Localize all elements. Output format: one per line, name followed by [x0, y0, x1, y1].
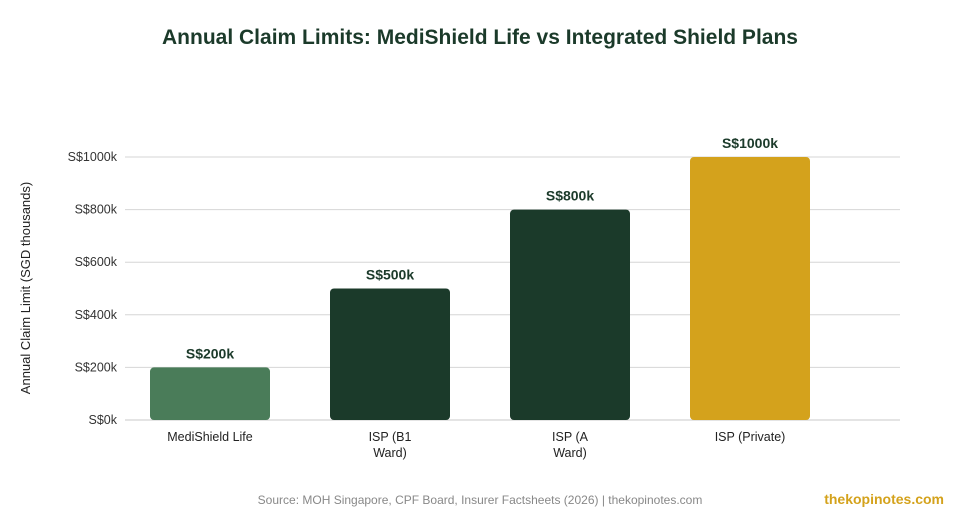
- y-tick-label: S$600k: [75, 255, 118, 269]
- chart-title: Annual Claim Limits: MediShield Life vs …: [162, 26, 798, 49]
- bar: [330, 288, 450, 420]
- bar-value-label: S$1000k: [722, 135, 778, 151]
- y-tick-label: S$800k: [75, 203, 118, 217]
- y-axis-label: Annual Claim Limit (SGD thousands): [18, 182, 33, 394]
- bar-value-label: S$800k: [546, 188, 594, 204]
- x-category-label: ISP (B1 Ward): [369, 430, 412, 460]
- x-category-label: ISP (A Ward): [552, 430, 589, 460]
- y-axis-ticks: S$0k S$200k S$400k S$600k S$800k S$1000k: [68, 150, 118, 427]
- x-category-label: MediShield Life: [167, 430, 253, 444]
- x-category-label: ISP (Private): [715, 430, 786, 444]
- y-tick-label: S$0k: [89, 413, 118, 427]
- bar: [690, 157, 810, 420]
- y-tick-label: S$400k: [75, 308, 118, 322]
- bar-value-label: S$500k: [366, 267, 414, 283]
- source-note: Source: MOH Singapore, CPF Board, Insure…: [258, 493, 703, 507]
- value-labels: S$200k S$500k S$800k S$1000k: [186, 135, 778, 361]
- y-tick-label: S$1000k: [68, 150, 118, 164]
- bar: [510, 209, 630, 420]
- bar: [150, 367, 270, 420]
- bar-value-label: S$200k: [186, 345, 234, 361]
- bars: [150, 157, 810, 420]
- brand-watermark: thekopinotes.com: [824, 491, 944, 507]
- y-tick-label: S$200k: [75, 360, 118, 374]
- x-axis-categories: MediShield Life ISP (B1 Ward) ISP (A Ward) IS…: [167, 430, 785, 460]
